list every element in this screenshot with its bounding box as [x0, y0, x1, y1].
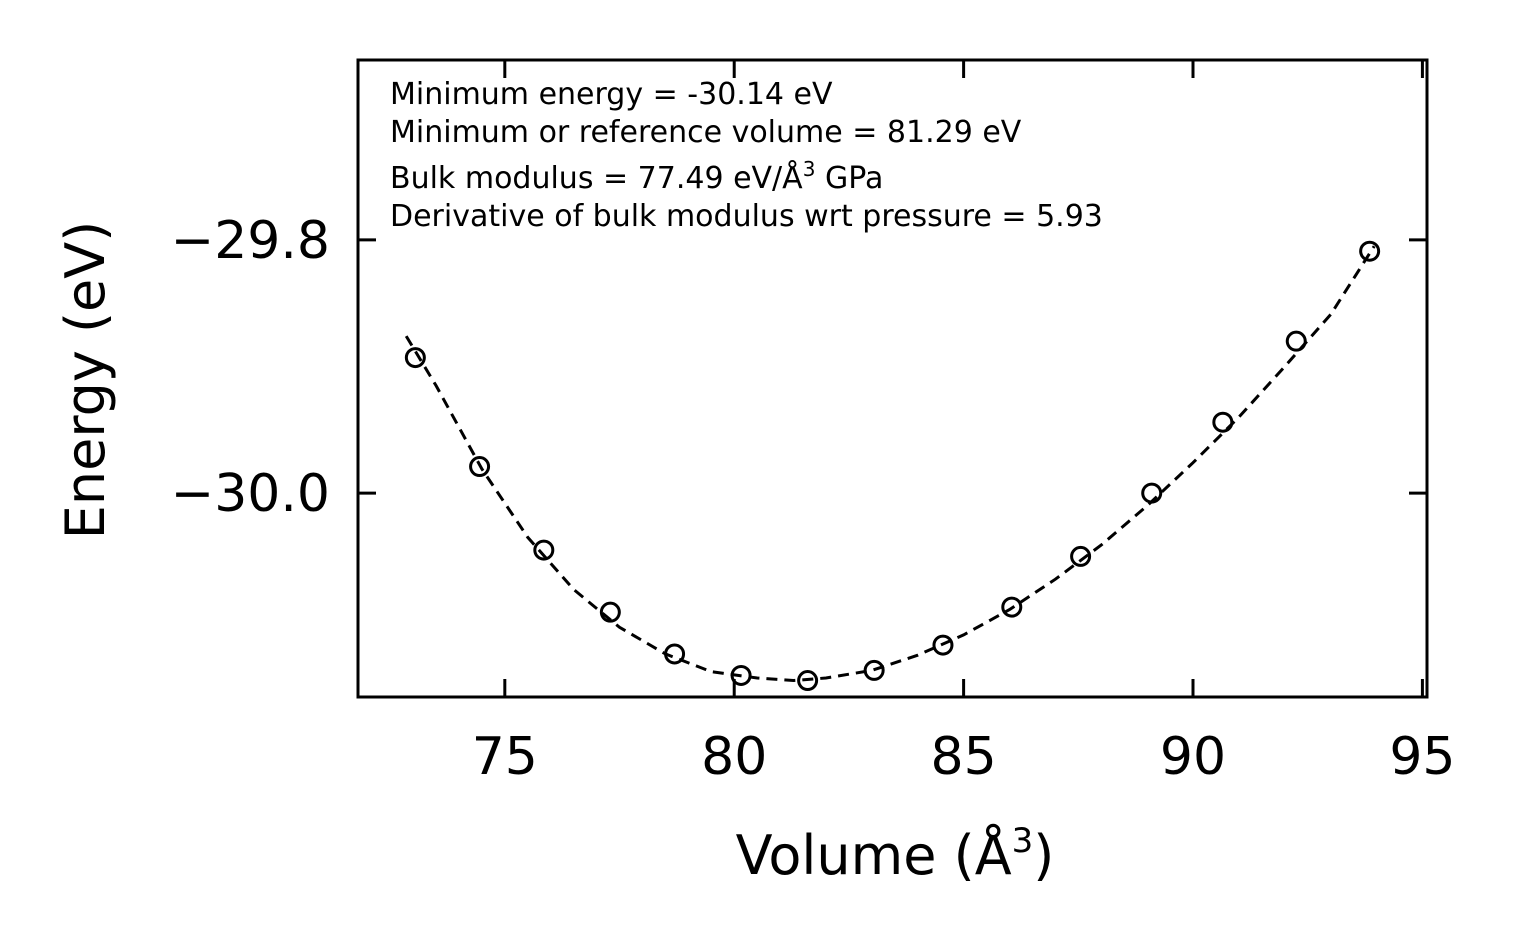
data-point	[533, 539, 555, 561]
fit-curve	[404, 245, 1376, 683]
x-tick-label: 80	[701, 727, 767, 787]
x-tick-label: 75	[472, 727, 538, 787]
data-point	[1001, 596, 1023, 618]
data-point	[730, 664, 752, 686]
annotation-box: Minimum energy = -30.14 eV Minimum or re…	[390, 77, 1103, 234]
annotation-bulk-modulus-tail: GPa	[815, 161, 883, 196]
data-point	[863, 659, 885, 681]
axis-ticks	[358, 60, 1427, 697]
data-point	[1070, 545, 1092, 567]
data-point	[1212, 411, 1234, 433]
data-point	[599, 601, 621, 623]
x-tick-label: 95	[1389, 727, 1455, 787]
x-tick-label: 90	[1160, 727, 1226, 787]
y-tick-label: −29.8	[171, 211, 330, 271]
x-axis-title-text: Volume (Å	[736, 823, 1012, 887]
x-axis-title-sup: 3	[1012, 821, 1034, 861]
x-tick-labels: 75 80 85 90 95	[472, 727, 1456, 787]
x-axis-title: Volume (Å3)	[736, 821, 1055, 887]
x-axis-title-end: )	[1033, 824, 1054, 887]
data-point	[1285, 330, 1307, 352]
data-point	[664, 643, 686, 665]
data-point	[797, 670, 819, 692]
annotation-bulk-modulus-text: Bulk modulus = 77.49 eV/Å	[390, 160, 803, 196]
data-point	[404, 347, 426, 369]
data-point	[469, 456, 491, 478]
x-tick-label: 85	[931, 727, 997, 787]
annotation-bulk-derivative: Derivative of bulk modulus wrt pressure …	[390, 199, 1103, 234]
data-point	[932, 634, 954, 656]
y-axis-title: Energy (eV)	[54, 221, 117, 540]
data-point	[1141, 482, 1163, 504]
annotation-bulk-modulus-sup: 3	[803, 157, 816, 181]
data-point	[1359, 240, 1381, 262]
data-points	[404, 240, 1381, 692]
y-tick-labels: −29.8 −30.0	[171, 211, 330, 524]
annotation-min-energy: Minimum energy = -30.14 eV	[390, 77, 833, 112]
annotation-bulk-modulus: Bulk modulus = 77.49 eV/Å3 GPa	[390, 157, 883, 196]
annotation-min-volume: Minimum or reference volume = 81.29 eV	[390, 115, 1022, 150]
plot-frame	[356, 58, 1429, 699]
y-tick-label: −30.0	[171, 464, 330, 524]
